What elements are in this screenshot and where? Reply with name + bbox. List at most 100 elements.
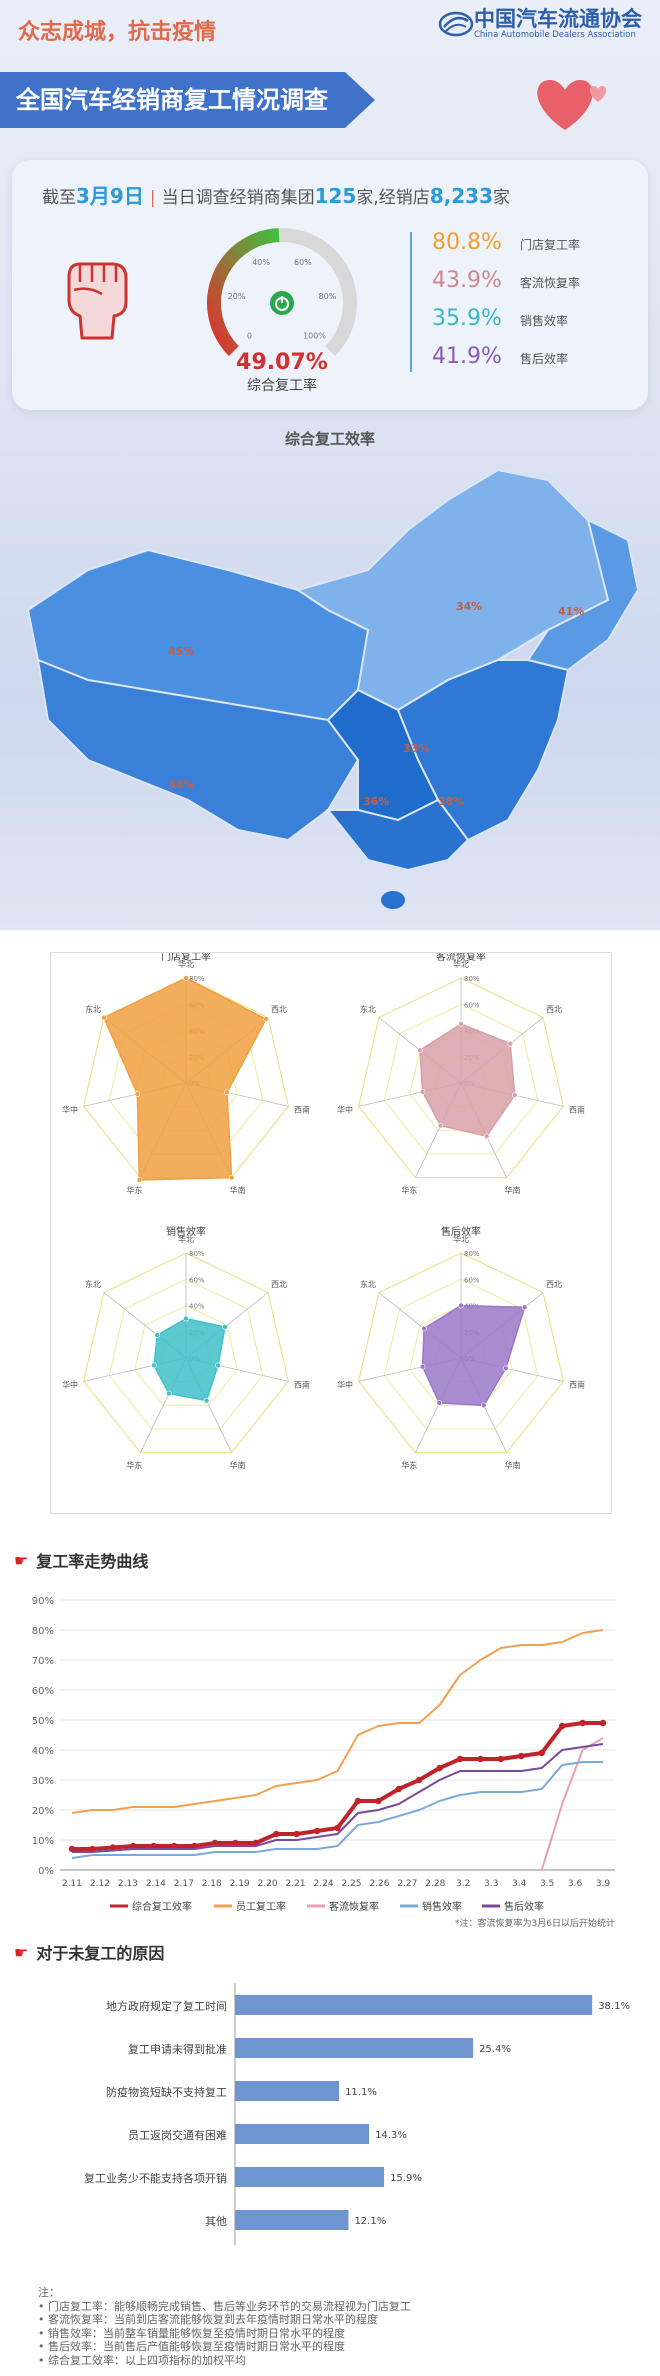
series-point — [579, 1719, 586, 1727]
bar-category-label: 复工申请未得到批准 — [128, 2042, 227, 2056]
series-point — [68, 1845, 76, 1853]
x-tick-label: 2.28 — [425, 1879, 445, 1889]
slogan: 众志成城，抗击疫情 — [18, 20, 217, 45]
gauge-fill — [207, 228, 280, 357]
rate-label: 门店复工率 — [520, 238, 581, 252]
radar-point — [154, 1332, 161, 1338]
overall-rate: 49.07% 综合复工率 — [227, 350, 337, 395]
radar-axis-label: 东北 — [360, 1279, 376, 1289]
radar-tick-label: 80% — [464, 1250, 480, 1258]
radar-tick-label: 60% — [464, 1001, 480, 1009]
x-tick-label: 3.6 — [568, 1879, 583, 1889]
series-point — [293, 1830, 300, 1838]
radar-axis-label: 西南 — [294, 1104, 310, 1114]
radar-axis-label: 华南 — [505, 1185, 521, 1195]
radar-point — [511, 1092, 518, 1099]
radar-point — [458, 1021, 464, 1027]
radar-axis-label: 华东 — [401, 1185, 417, 1195]
y-tick-label: 30% — [32, 1776, 54, 1787]
radar-point — [419, 1088, 426, 1095]
series-point — [497, 1755, 505, 1763]
legend-label: 售后效率 — [504, 1900, 544, 1913]
rate-value: 41.9% — [432, 344, 502, 369]
rate-value: 80.8% — [432, 230, 502, 255]
series-point — [89, 1845, 96, 1853]
radar-axis-label: 西南 — [294, 1379, 310, 1389]
reason-bar-chart: 地方政府规定了复工时间 38.1% 复工申请未得到批准 25.4% 防疫物资短缺不支持复… — [84, 1983, 630, 2245]
series-line — [71, 1629, 604, 1814]
series-point — [170, 1842, 178, 1850]
china-map-svg — [26, 468, 640, 909]
radar-point — [101, 1014, 107, 1021]
x-tick-label: 3.9 — [596, 1879, 611, 1889]
radar-point — [166, 1390, 172, 1397]
fist-icon — [67, 262, 128, 340]
legend-label: 员工复工率 — [236, 1900, 286, 1913]
radar-axis-label: 西北 — [271, 1005, 287, 1014]
radar-area — [421, 1304, 526, 1407]
radar-point — [263, 1016, 269, 1022]
notes: 注： • 门店复工率：能够顺畅完成销售、售后等业务环节的交易流程视为门店复工 •… — [38, 2286, 411, 2367]
series-point — [130, 1842, 137, 1850]
radar-title: 售后效率 — [441, 1225, 481, 1238]
radar-axis-label: 西北 — [546, 1005, 562, 1014]
note-line: • 售后效率：当前售后产值能够恢复至疫情时期日常水平的程度 — [38, 2340, 345, 2353]
x-tick-label: 2.14 — [146, 1879, 166, 1889]
hand-point-icon: ☛ — [14, 1942, 29, 1962]
x-tick-label: 3.2 — [456, 1879, 470, 1889]
map-label: 34% — [456, 600, 483, 613]
rate-label: 客流恢复率 — [520, 276, 581, 290]
rate-value: 35.9% — [432, 306, 502, 331]
series-point — [395, 1785, 402, 1793]
map-label: 34% — [168, 778, 195, 791]
radar-point — [437, 1122, 444, 1129]
radar-axis-label: 东北 — [85, 1004, 101, 1014]
chart-note: *注：客流恢复率为3月6日以后开始统计 — [455, 1917, 615, 1929]
hearts-decoration — [537, 80, 607, 130]
radar-axis-label: 西北 — [546, 1280, 562, 1289]
series-point — [334, 1824, 341, 1832]
vertical-divider — [410, 232, 412, 372]
radar-point — [421, 1325, 427, 1332]
series-point — [191, 1842, 198, 1850]
series-point — [211, 1839, 219, 1847]
x-tick-label: 2.13 — [118, 1879, 138, 1889]
note-line: • 客流恢复率：当前到店客流能够恢复到去年疫情时期日常水平的程度 — [38, 2313, 378, 2326]
x-tick-label: 2.20 — [258, 1879, 278, 1889]
rate-item: 80.8% 门店复工率 — [432, 230, 580, 268]
note-line: • 销售效率：当前整车销量能够恢复至疫情时期日常水平的程度 — [38, 2326, 345, 2340]
bar-category-label: 地方政府规定了复工时间 — [106, 1999, 227, 2013]
legend-label: 综合复工效率 — [132, 1900, 192, 1913]
radar-panel: 门店复工率华北西北西南华南华东华中东北0%20%40%60%80%客流恢复率华北… — [50, 950, 612, 1514]
bar-category-label: 员工返岗交通有困难 — [128, 2128, 227, 2142]
radar-axis-label: 西北 — [271, 1280, 287, 1289]
summary-mid-text: 当日调查经销商集团 — [161, 188, 315, 208]
report-title: 全国汽车经销商复工情况调查 — [0, 72, 375, 128]
overall-value: 49.07% — [236, 350, 328, 375]
map-label: 41% — [558, 605, 585, 618]
radar-point — [507, 1040, 514, 1047]
radar-point — [480, 1402, 487, 1409]
summary-stores-unit: 家 — [493, 188, 510, 208]
radar-grid-ring — [383, 1003, 539, 1155]
radar-axis-label: 华东 — [401, 1460, 417, 1470]
radar-axis-label: 华中 — [337, 1379, 353, 1389]
y-tick-label: 40% — [32, 1746, 54, 1757]
x-tick-label: 2.12 — [90, 1879, 110, 1889]
radar-point — [521, 1304, 528, 1311]
trend-section-title: ☛ 复工率走势曲线 — [14, 1548, 148, 1572]
series-point — [415, 1776, 423, 1784]
radar-axis-label: 西南 — [569, 1379, 585, 1389]
org-logo: 中国汽车流通协会 China Automobile Dealers Associ… — [438, 8, 642, 40]
y-tick-label: 80% — [32, 1626, 54, 1637]
series-point — [436, 1764, 443, 1772]
radar-point — [417, 1047, 423, 1054]
org-name-en: China Automobile Dealers Association — [474, 30, 636, 40]
bar — [235, 1995, 593, 2015]
overall-label: 综合复工率 — [247, 378, 317, 394]
radar-point — [502, 1365, 509, 1372]
hand-point-icon: ☛ — [14, 1550, 29, 1570]
bar-value-label: 14.3% — [375, 2130, 407, 2141]
series-point — [456, 1755, 464, 1763]
radar-point — [419, 1363, 426, 1370]
